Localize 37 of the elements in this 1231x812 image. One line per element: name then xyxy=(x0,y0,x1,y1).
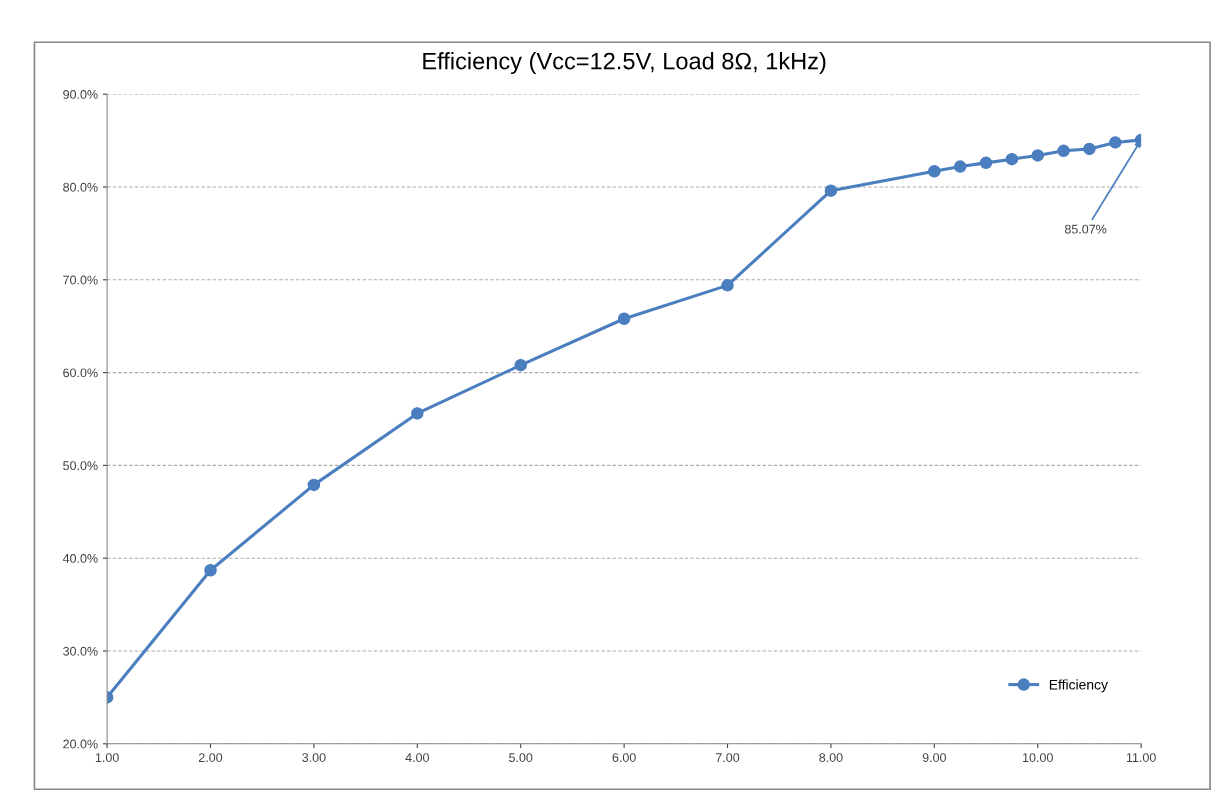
y-tick-label: 60.0% xyxy=(63,368,98,378)
y-tick-label: 40.0% xyxy=(62,553,98,563)
legend-label: Efficiency xyxy=(1049,679,1108,693)
annotation: 85.07% xyxy=(1064,224,1107,234)
x-tick-label: 8.00 xyxy=(819,753,843,762)
x-tick-label: 11.00 xyxy=(1126,753,1156,762)
point xyxy=(514,358,527,372)
point xyxy=(1031,149,1044,162)
point xyxy=(721,279,734,292)
y-tick-label: 30.0% xyxy=(63,646,98,656)
point xyxy=(1005,152,1019,166)
x-tick-label: 1.00 xyxy=(95,753,119,762)
point xyxy=(204,564,217,577)
point xyxy=(411,407,424,420)
point xyxy=(617,312,631,326)
y-tick-label: 90.0% xyxy=(63,89,98,99)
point xyxy=(953,160,967,173)
x-tick-label: 9.00 xyxy=(922,753,947,762)
x-tick-label: 7.00 xyxy=(716,753,740,762)
point xyxy=(1083,142,1096,156)
x-tick-label: 4.00 xyxy=(405,753,429,762)
y-tick-label: 50.0% xyxy=(63,461,98,471)
chart-title: Efficiency (Vcc=12.5V, Load 8Ω, 1kHz) xyxy=(423,52,826,75)
x-tick-label: 6.00 xyxy=(612,753,636,762)
point xyxy=(1109,136,1122,149)
point xyxy=(1057,144,1070,158)
point xyxy=(307,478,321,492)
x-tick-label: 5.00 xyxy=(509,753,533,762)
point xyxy=(928,164,941,178)
y-tick-label: 80.0% xyxy=(63,182,98,192)
x-tick-label: 2.00 xyxy=(198,753,223,762)
point xyxy=(979,156,993,170)
y-tick-label: 70.0% xyxy=(63,275,98,285)
y-tick-label: 20.0% xyxy=(63,739,98,749)
point xyxy=(824,184,838,197)
x-tick-label: 10.00 xyxy=(1023,753,1053,762)
x-tick-label: 3.00 xyxy=(302,753,326,762)
